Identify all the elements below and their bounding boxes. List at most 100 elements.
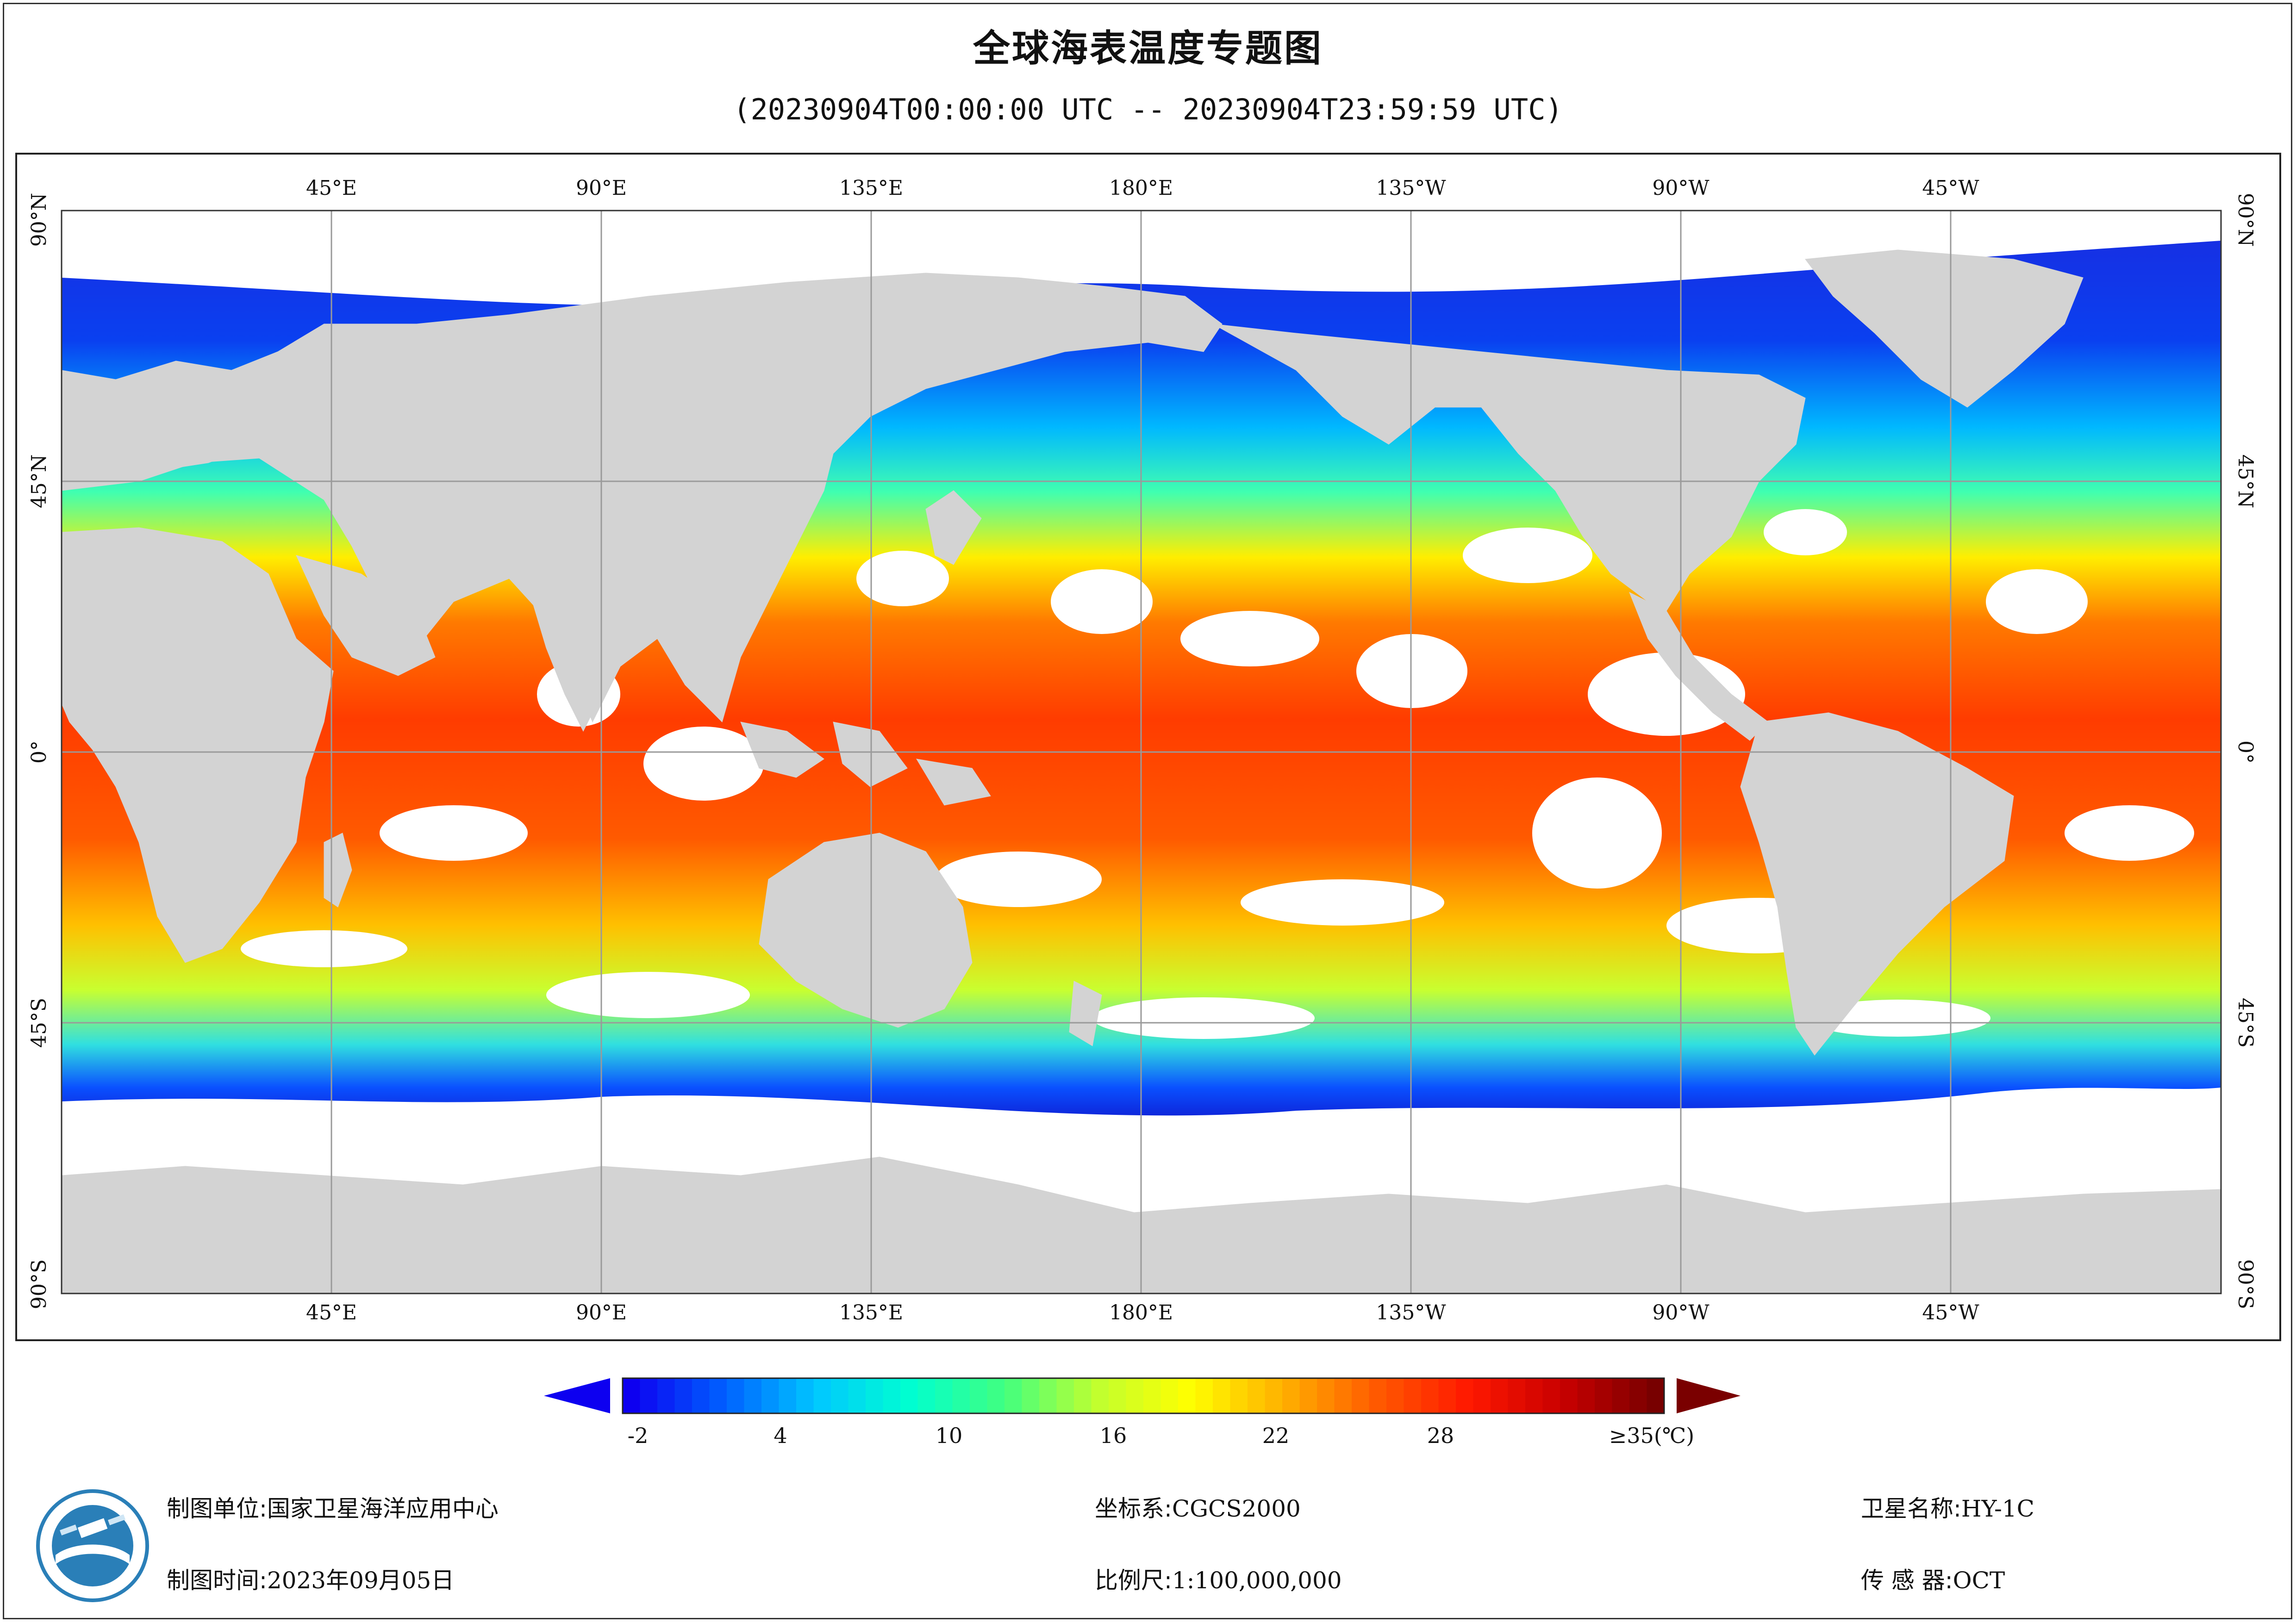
graticule bbox=[62, 211, 2221, 1293]
colorbar-cell bbox=[1334, 1378, 1352, 1413]
land-north-america bbox=[1212, 323, 1806, 611]
colorbar-tick-label: ≥35(℃) bbox=[1609, 1423, 1695, 1448]
lon-label-top: 45°W bbox=[1922, 176, 1979, 200]
lon-label-top: 90°E bbox=[575, 176, 627, 200]
colorbar-cell bbox=[1282, 1378, 1300, 1413]
info-sensor-value: OCT bbox=[1953, 1567, 2005, 1594]
land-europe bbox=[62, 379, 287, 473]
info-map-unit-value: 国家卫星海洋应用中心 bbox=[267, 1495, 499, 1522]
lon-label-bottom: 90°W bbox=[1652, 1301, 1710, 1325]
colorbar-tick-label: -2 bbox=[627, 1423, 649, 1448]
colorbar-cell bbox=[761, 1378, 780, 1413]
colorbar-tick-label: 28 bbox=[1427, 1423, 1454, 1448]
colorbar-cell bbox=[1248, 1378, 1266, 1413]
colorbar-cell bbox=[1508, 1378, 1526, 1413]
colorbar-tick-label: 16 bbox=[1099, 1423, 1127, 1448]
colorbar-cell bbox=[1629, 1378, 1647, 1413]
lon-label-top: 90°W bbox=[1652, 176, 1710, 200]
land-japan bbox=[925, 490, 982, 565]
info-map-time-key: 制图时间: bbox=[167, 1567, 267, 1594]
colorbar-cells bbox=[623, 1378, 1665, 1413]
colorbar-cell bbox=[952, 1378, 970, 1413]
colorbar-cell bbox=[1525, 1378, 1543, 1413]
colorbar-cell bbox=[1126, 1378, 1144, 1413]
land-india bbox=[532, 601, 630, 732]
colorbar-cell bbox=[692, 1378, 710, 1413]
land-africa bbox=[62, 527, 334, 963]
info-satellite-key: 卫星名称: bbox=[1861, 1495, 1961, 1522]
colorbar-cell bbox=[866, 1378, 884, 1413]
colorbar-cell bbox=[1542, 1378, 1560, 1413]
lon-label-bottom: 180°E bbox=[1109, 1301, 1173, 1325]
colorbar-cell bbox=[1022, 1378, 1040, 1413]
lon-label-bottom: 45°E bbox=[306, 1301, 357, 1325]
colorbar-cell bbox=[779, 1378, 797, 1413]
colorbar-cell bbox=[709, 1378, 727, 1413]
colorbar-cell bbox=[1369, 1378, 1387, 1413]
map-title: 全球海表温度专题图 bbox=[973, 27, 1323, 70]
colorbar-cell bbox=[1647, 1378, 1665, 1413]
info-scale: 比例尺:1:100,000,000 bbox=[1095, 1562, 1342, 1595]
lon-label-bottom: 135°W bbox=[1376, 1301, 1446, 1325]
land-south-america bbox=[1740, 712, 2014, 1056]
colorbar-cell bbox=[813, 1378, 831, 1413]
colorbar-cell bbox=[1004, 1378, 1023, 1413]
info-map-unit-key: 制图单位: bbox=[167, 1495, 267, 1522]
colorbar-tick-label: 10 bbox=[935, 1423, 963, 1448]
land-australia bbox=[759, 833, 973, 1028]
colorbar-cell bbox=[1056, 1378, 1074, 1413]
info-map-time: 制图时间:2023年09月05日 bbox=[167, 1562, 454, 1595]
info-sensor-key: 传 感 器: bbox=[1861, 1567, 1953, 1594]
colorbar-cell bbox=[1595, 1378, 1613, 1413]
info-scale-value: 1:100,000,000 bbox=[1172, 1567, 1342, 1594]
info-crs-value: CGCS2000 bbox=[1172, 1495, 1301, 1522]
lon-label-bottom: 45°W bbox=[1922, 1301, 1979, 1325]
colorbar-cell bbox=[1456, 1378, 1474, 1413]
colorbar-cell bbox=[1612, 1378, 1630, 1413]
colorbar-max-arrow bbox=[1677, 1378, 1741, 1413]
map-subtitle: (20230904T00:00:00 UTC -- 20230904T23:59… bbox=[733, 93, 1563, 126]
colorbar-cell bbox=[1491, 1378, 1509, 1413]
colorbar-tick-label: 4 bbox=[774, 1423, 787, 1448]
colorbar-cell bbox=[1143, 1378, 1161, 1413]
colorbar-cell bbox=[1213, 1378, 1231, 1413]
lon-label-bottom: 135°E bbox=[839, 1301, 904, 1325]
colorbar-cell bbox=[1074, 1378, 1092, 1413]
colorbar-cell bbox=[883, 1378, 901, 1413]
colorbar-cell bbox=[935, 1378, 953, 1413]
map-border bbox=[61, 210, 2222, 1294]
map-body bbox=[62, 211, 2221, 1293]
info-sensor: 传 感 器:OCT bbox=[1861, 1562, 2005, 1595]
info-satellite-value: HY-1C bbox=[1961, 1495, 2034, 1522]
info-map-time-value: 2023年09月05日 bbox=[267, 1567, 455, 1594]
colorbar-cell bbox=[1317, 1378, 1335, 1413]
colorbar-cell bbox=[1039, 1378, 1057, 1413]
colorbar-min-arrow bbox=[544, 1378, 610, 1413]
colorbar-cell bbox=[1160, 1378, 1179, 1413]
colorbar-cell bbox=[1473, 1378, 1491, 1413]
colorbar-cell bbox=[917, 1378, 936, 1413]
colorbar-cell bbox=[1091, 1378, 1109, 1413]
info-crs: 坐标系:CGCS2000 bbox=[1095, 1490, 1301, 1524]
info-satellite: 卫星名称:HY-1C bbox=[1861, 1490, 2034, 1524]
colorbar-cell bbox=[744, 1378, 762, 1413]
colorbar-cell bbox=[987, 1378, 1005, 1413]
colorbar-tick-label: 22 bbox=[1262, 1423, 1290, 1448]
colorbar-cell bbox=[623, 1378, 641, 1413]
colorbar-cell bbox=[970, 1378, 988, 1413]
colorbar-cell bbox=[674, 1378, 693, 1413]
info-scale-key: 比例尺: bbox=[1095, 1567, 1172, 1594]
nsoas-logo bbox=[36, 1489, 149, 1602]
colorbar-cell bbox=[640, 1378, 658, 1413]
colorbar-cell bbox=[796, 1378, 814, 1413]
colorbar-cell bbox=[1386, 1378, 1404, 1413]
colorbar-cell bbox=[1109, 1378, 1127, 1413]
colorbar-cell bbox=[1352, 1378, 1370, 1413]
lon-label-top: 135°W bbox=[1376, 176, 1446, 200]
colorbar-cell bbox=[1577, 1378, 1595, 1413]
lon-label-top: 135°E bbox=[839, 176, 904, 200]
land-new-zealand bbox=[1069, 981, 1102, 1046]
info-crs-key: 坐标系: bbox=[1095, 1495, 1172, 1522]
